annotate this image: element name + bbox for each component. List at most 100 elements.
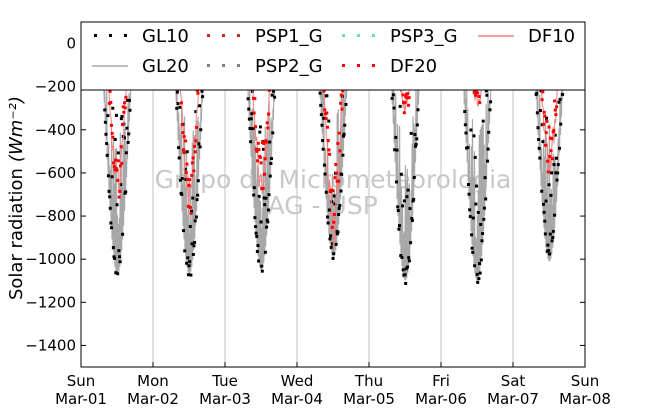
- series-gl10-point: [326, 215, 330, 219]
- series-df20-point: [263, 157, 267, 161]
- series-df20-point: [474, 93, 478, 97]
- series-df20-point: [193, 150, 197, 154]
- x-tick-date-label: Mar-03: [199, 390, 251, 408]
- series-gl10-point: [396, 205, 400, 209]
- series-gl10-point: [413, 133, 417, 137]
- series-gl10-point: [260, 269, 264, 273]
- series-gl10-point: [198, 145, 202, 149]
- legend-swatch-psp2-g: [207, 64, 210, 67]
- series-df20-point: [405, 96, 409, 100]
- series-gl10-point: [468, 215, 472, 219]
- series-df20-point: [549, 149, 553, 153]
- series-df20-point: [254, 147, 258, 151]
- series-gl10-point: [394, 135, 398, 139]
- series-gl10-point: [339, 189, 343, 193]
- series-gl10-point: [398, 104, 402, 108]
- series-gl10-point: [250, 112, 254, 116]
- series-df20-point: [118, 164, 122, 168]
- series-gl10-point: [391, 93, 395, 97]
- series-gl10-point: [105, 142, 109, 146]
- series-gl10-point: [551, 229, 555, 233]
- series-df20-point: [181, 131, 185, 135]
- x-tick-day-label: Mon: [137, 372, 169, 390]
- x-tick-day-label: Sun: [571, 372, 600, 390]
- series-gl10-point: [536, 126, 540, 130]
- series-gl10-point: [475, 272, 479, 276]
- series-gl10-point: [340, 172, 344, 176]
- series-df20-point: [188, 178, 192, 182]
- series-df20-point: [116, 159, 120, 163]
- series-gl10-point: [408, 207, 412, 211]
- series-gl10-point: [549, 193, 553, 197]
- series-gl10-point: [390, 96, 394, 100]
- series-gl10-point: [544, 199, 548, 203]
- series-df20-point: [116, 178, 120, 182]
- series-df20-point: [120, 161, 124, 165]
- series-df20-point: [258, 155, 262, 159]
- series-df20-point: [554, 113, 558, 117]
- series-gl10-point: [122, 136, 126, 140]
- series-gl10-point: [489, 100, 493, 104]
- series-gl10-point: [553, 133, 557, 137]
- series-gl10-point: [249, 140, 253, 144]
- series-df20-point: [322, 89, 326, 93]
- series-df20-point: [542, 110, 546, 114]
- legend-swatch-psp2-g: [222, 64, 225, 67]
- series-df20-point: [336, 141, 340, 145]
- series-df20-point: [543, 114, 547, 118]
- series-gl10-point: [249, 117, 253, 121]
- series-gl10-point: [556, 171, 560, 175]
- legend-swatch-psp3-g: [342, 34, 345, 37]
- series-gl10-point: [486, 147, 490, 151]
- y-tick-label: −1200: [25, 293, 76, 311]
- series-gl10-point: [127, 132, 131, 136]
- series-gl10-point: [476, 280, 480, 284]
- series-gl10-point: [472, 134, 476, 138]
- series-gl10-point: [188, 260, 192, 264]
- series-gl10-point: [548, 232, 552, 236]
- series-gl10-point: [543, 232, 547, 236]
- series-gl10-point: [106, 114, 110, 118]
- series-gl10-point: [485, 93, 489, 97]
- series-df20-point: [330, 225, 334, 229]
- series-gl10-point: [260, 264, 264, 268]
- series-gl10-point: [183, 167, 187, 171]
- series-df20-point: [406, 103, 410, 107]
- series-gl10-point: [327, 208, 331, 212]
- series-df20-point: [110, 123, 114, 127]
- series-df20-point: [328, 190, 332, 194]
- series-gl10-point: [399, 254, 403, 258]
- series-df20-point: [555, 105, 559, 109]
- series-gl10-point: [468, 208, 472, 212]
- series-gl10-point: [411, 199, 415, 203]
- series-gl10-point: [470, 233, 474, 237]
- series-gl10-point: [201, 95, 205, 99]
- series-gl10-point: [542, 202, 546, 206]
- series-df20-point: [190, 173, 194, 177]
- series-gl10-point: [270, 93, 274, 97]
- series-df20-point: [180, 123, 184, 127]
- series-gl10-point: [194, 110, 198, 114]
- series-gl10-point: [323, 172, 327, 176]
- series-gl10-point: [412, 175, 416, 179]
- series-df20-point: [256, 141, 260, 145]
- series-gl10-point: [336, 230, 340, 234]
- series-gl10-point: [409, 131, 413, 135]
- series-df20-point: [325, 111, 329, 115]
- series-gl10-point: [405, 195, 409, 199]
- series-gl10-point: [322, 116, 326, 120]
- series-gl10-point: [266, 208, 270, 212]
- series-gl10-point: [343, 123, 347, 127]
- series-df20-point: [111, 135, 115, 139]
- series-gl10-point: [327, 119, 331, 123]
- series-df20-point: [540, 98, 544, 102]
- series-df20-point: [186, 204, 190, 208]
- series-gl10-point: [404, 281, 408, 285]
- legend-swatch-psp1-g: [222, 34, 225, 37]
- series-gl10-point: [561, 92, 565, 96]
- series-df20-point: [121, 105, 125, 109]
- series-gl10-point: [344, 102, 348, 106]
- series-gl10-point: [126, 140, 130, 144]
- legend-label-gl20: GL20: [142, 56, 189, 77]
- series-df20-point: [262, 172, 266, 176]
